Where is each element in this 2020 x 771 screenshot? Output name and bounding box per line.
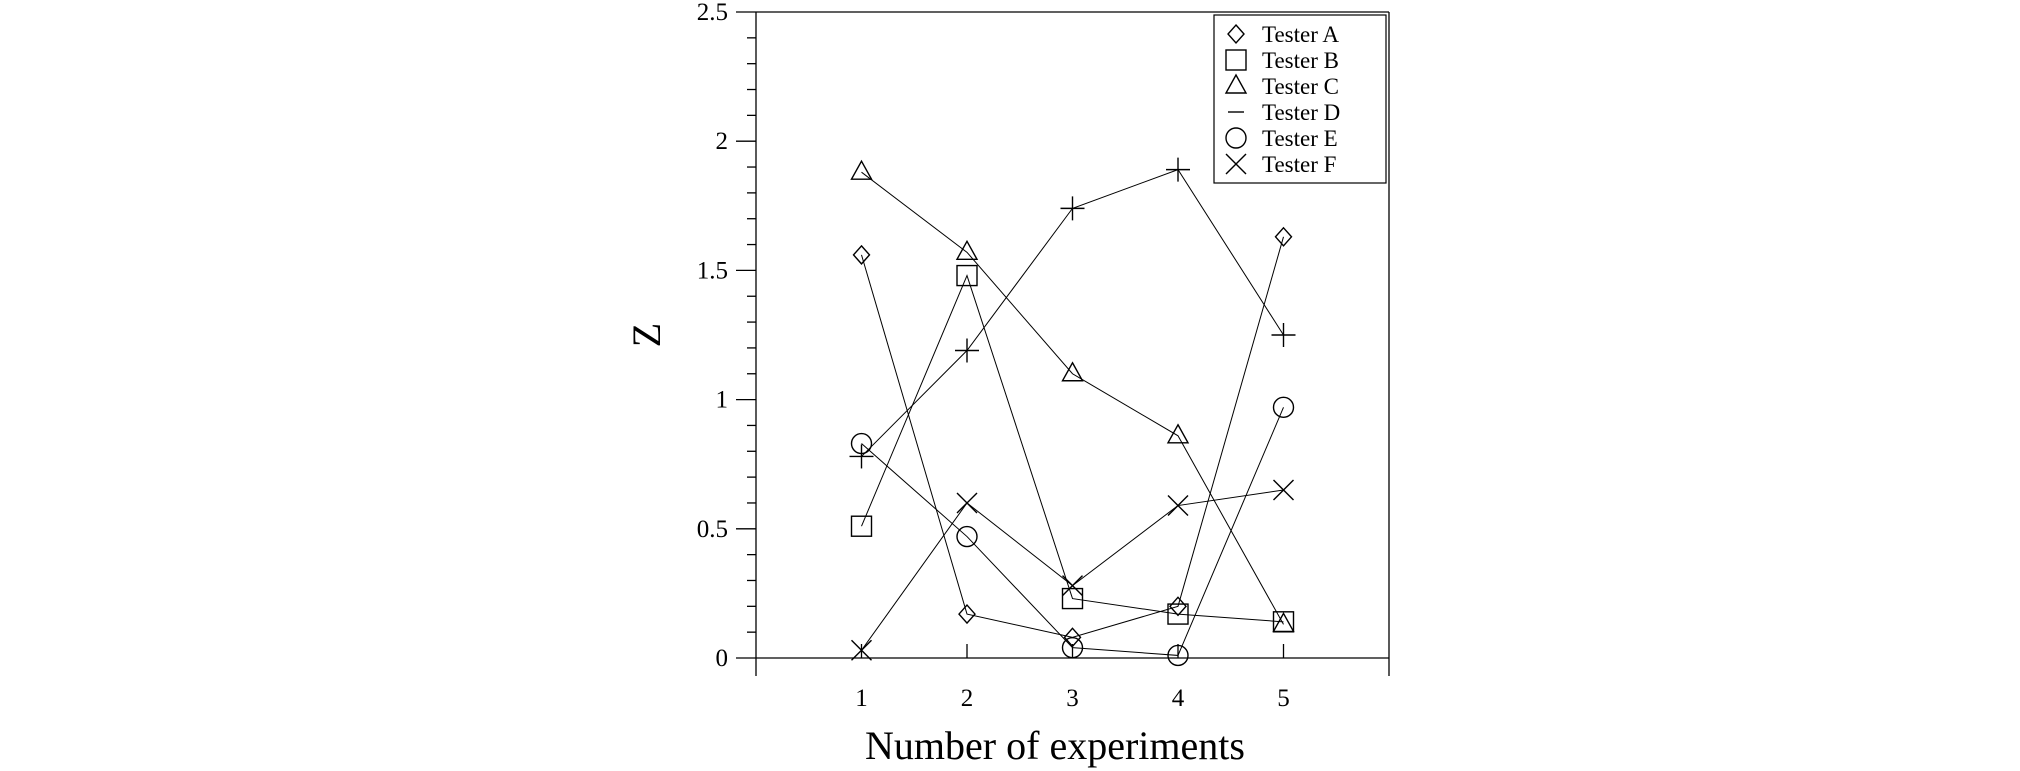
data-point-tester-a [852,244,871,265]
data-point-tester-d [1166,157,1190,182]
legend-marker-tester-b [1225,49,1247,71]
y-tick-label: 0.5 [697,516,728,543]
data-point-tester-d [1060,196,1085,221]
y-tick-label: 1.5 [697,257,728,284]
series-lines [861,169,1284,656]
axes: 0 0.5 1 1.5 2 2.5 1 2 3 4 5 [697,0,1390,712]
legend-label-tester-d: Tester D [1262,100,1340,125]
data-point-tester-f [956,492,978,514]
data-point-tester-f [1062,575,1083,597]
y-tick-label: 1 [716,387,729,414]
data-point-tester-c [1061,361,1084,382]
series-line-tester-f [861,489,1284,651]
legend-marker-tester-f [1225,153,1247,175]
data-point-tester-c [1272,611,1295,633]
data-point-tester-f [851,639,872,661]
x-tick-label: 5 [1277,685,1290,712]
data-point-tester-e [1167,644,1189,667]
series-line-tester-a [861,236,1284,638]
legend-label-tester-e: Tester E [1262,126,1338,151]
series-line-tester-c [861,171,1284,625]
legend-marker-tester-e [1225,127,1247,149]
data-point-tester-d [1271,323,1296,347]
y-axis-title: Z [624,323,669,347]
y-tick-label: 0 [716,645,729,672]
x-axis-title: Number of experiments [865,723,1245,768]
data-point-tester-b [1167,603,1189,625]
data-point-tester-a [958,604,976,625]
data-point-tester-f [1167,495,1189,517]
y-tick-label: 2 [716,128,729,155]
data-point-tester-c [850,159,873,180]
data-point-tester-c [955,239,979,261]
legend-box [1213,14,1387,184]
x-tick-label: 3 [1066,685,1079,712]
legend-marker-tester-c [1224,73,1248,94]
data-point-tester-e [1061,636,1084,659]
series-line-tester-b [861,274,1284,623]
data-point-tester-d [849,444,874,469]
data-point-tester-a [1063,627,1082,648]
data-point-tester-e [1272,396,1295,419]
x-tick-label: 1 [855,685,868,712]
y-tick-label: 2.5 [697,0,728,26]
data-point-tester-b [850,515,873,537]
x-tick-label: 4 [1172,685,1185,712]
data-point-tester-a [1274,226,1293,247]
data-point-tester-d [955,338,979,363]
data-point-tester-b [956,264,978,287]
legend-marker-tester-a [1227,23,1245,45]
series-line-tester-e [861,407,1284,656]
data-point-tester-c [1166,423,1190,444]
x-tick-label: 2 [961,685,974,712]
legend-label-tester-a: Tester A [1262,22,1339,47]
legend-label-tester-f: Tester F [1262,152,1336,177]
legend-label-tester-b: Tester B [1262,48,1339,73]
data-point-tester-e [850,432,873,455]
series-markers [849,157,1296,667]
data-point-tester-f [1273,479,1294,501]
data-point-tester-e [956,525,978,548]
data-point-tester-b [1061,587,1084,610]
data-point-tester-a [1169,596,1187,617]
legend-label-tester-c: Tester C [1262,74,1339,99]
